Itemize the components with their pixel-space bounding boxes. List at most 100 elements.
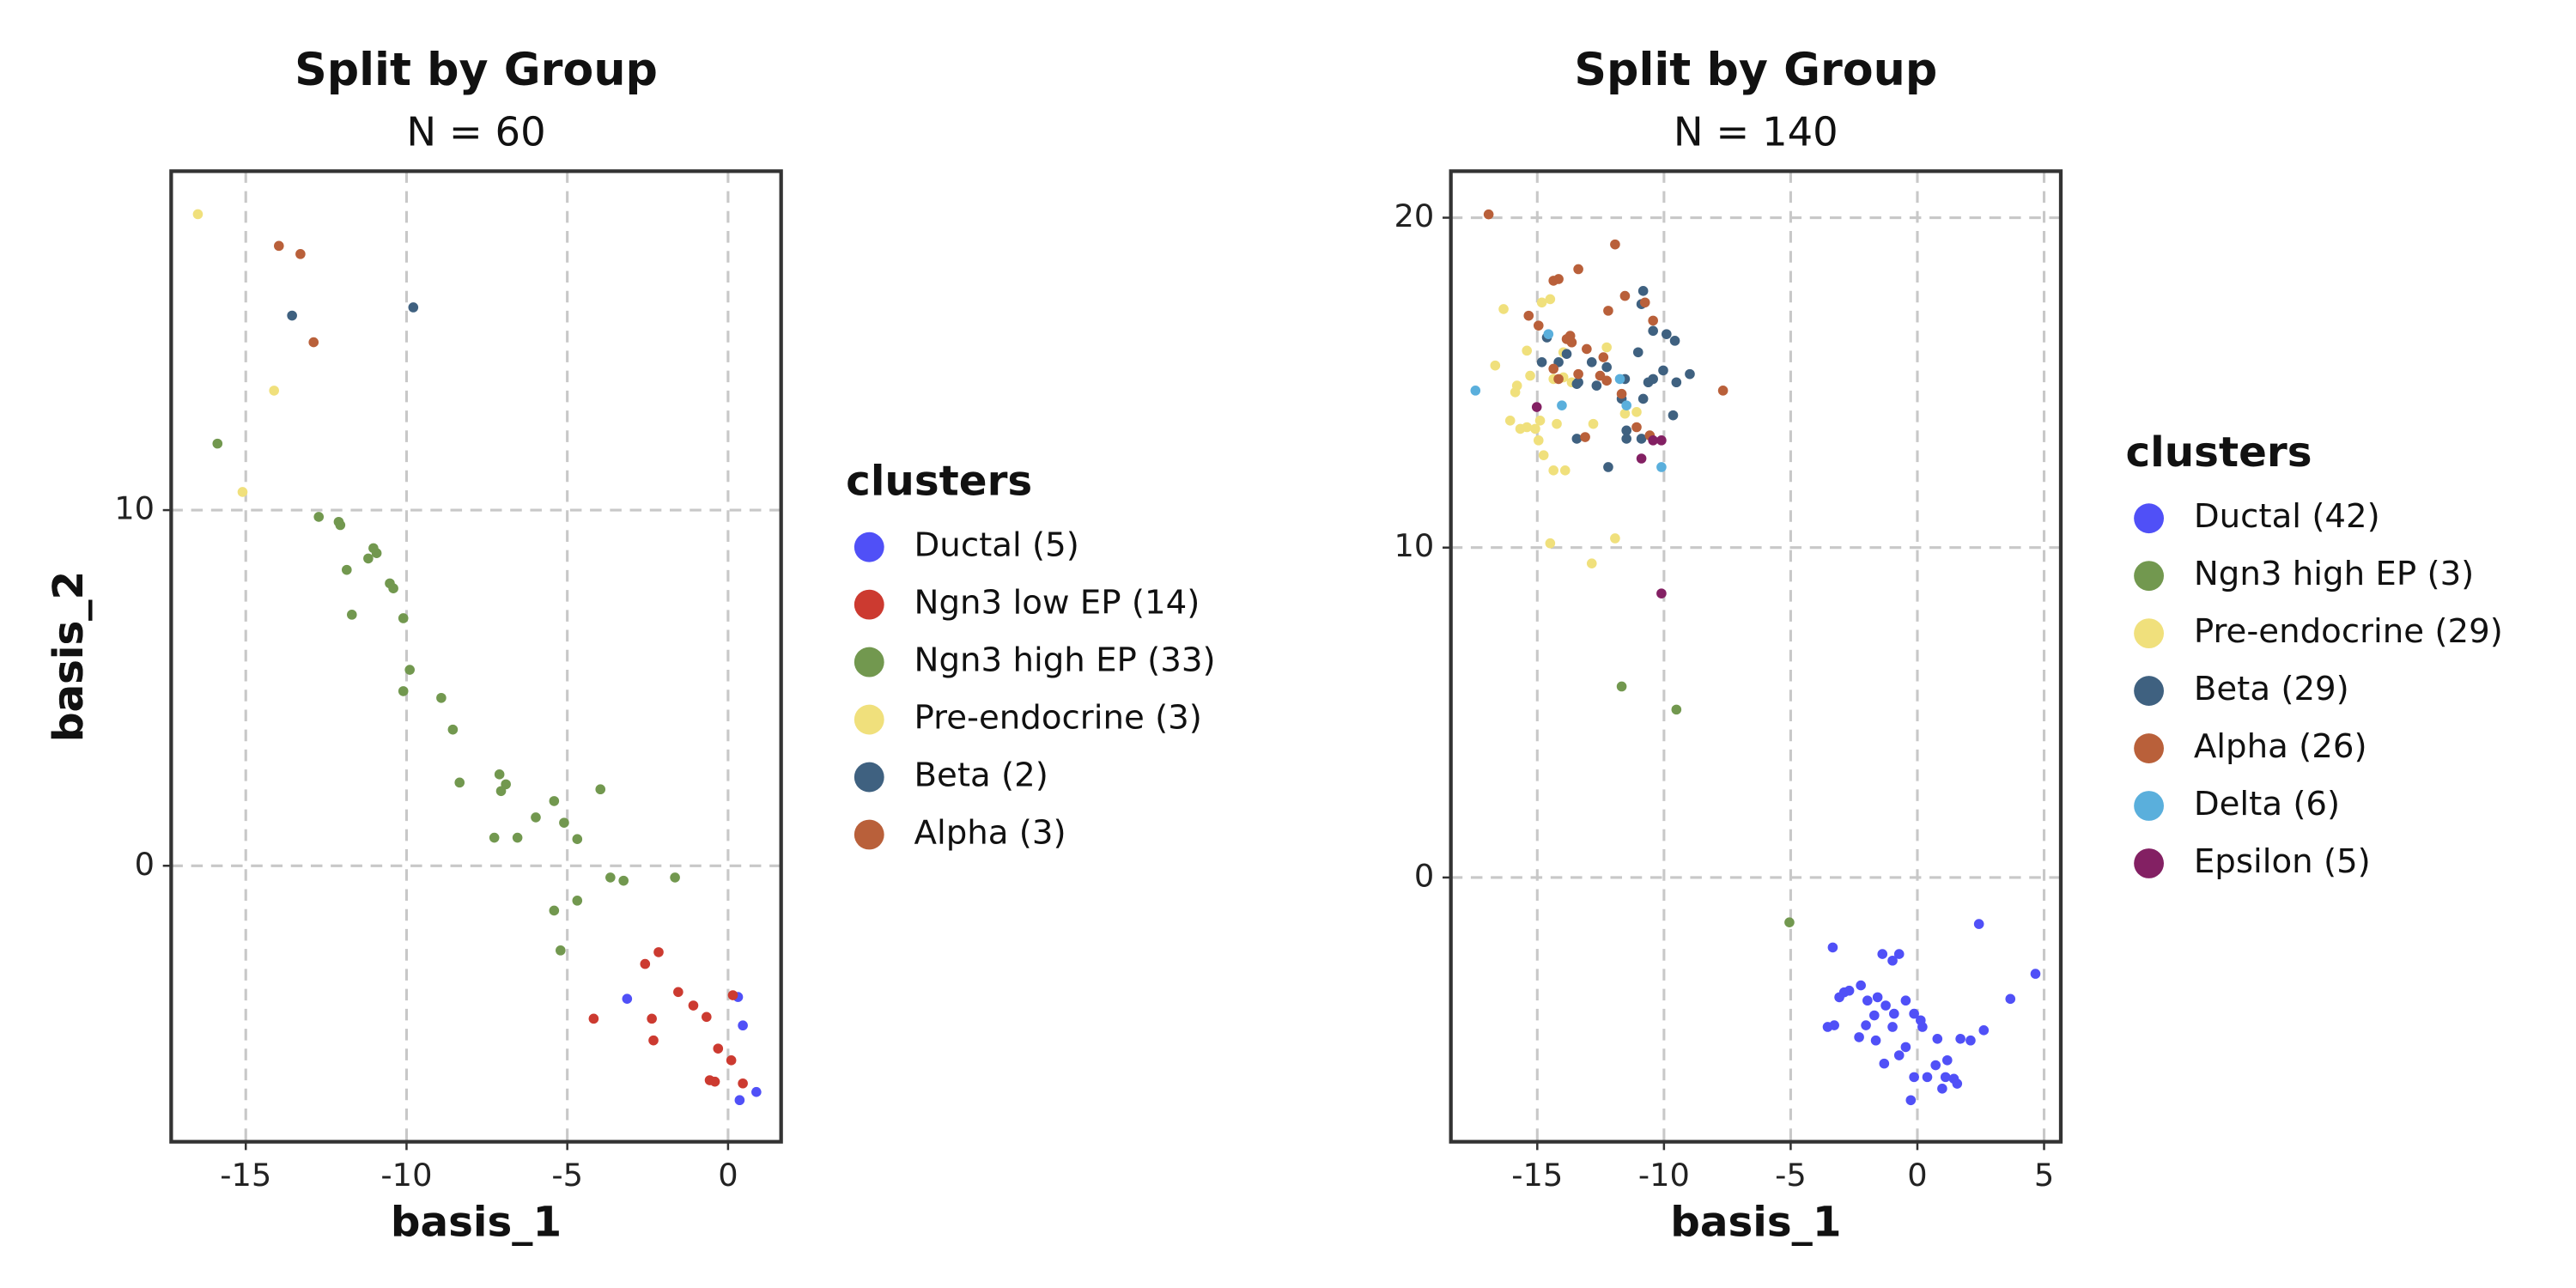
legend-label: Ductal (5) [914,526,1079,565]
point [1671,377,1682,388]
point [727,990,738,1000]
point [1880,1000,1891,1011]
point [738,1078,748,1089]
point [1658,365,1668,376]
legend-label: Alpha (26) [2194,727,2367,766]
point [1656,588,1667,598]
point [341,564,352,575]
point [1952,1078,1963,1089]
legend-swatch [2134,733,2164,763]
x-tick-label: -15 [220,1157,271,1194]
point [1552,418,1562,429]
legend-swatch [2134,618,2164,649]
point [1621,425,1631,436]
point [1648,374,1658,385]
point [1784,917,1795,927]
x-tick-label: 0 [718,1157,738,1194]
point [2030,969,2041,979]
point [1610,239,1620,250]
legend-swatch [2134,848,2164,878]
legend-label: Epsilon (5) [2194,842,2371,881]
legend-label: Delta (6) [2194,785,2340,823]
point [1571,434,1583,444]
point [1844,985,1855,996]
point [1523,310,1534,321]
point [1571,379,1583,389]
point [1561,349,1572,360]
point [1533,320,1544,331]
y-tick-label: 0 [1414,857,1434,894]
point [673,987,683,998]
point [398,613,409,623]
point [1917,1022,1928,1032]
point [1536,357,1547,368]
point [1941,1054,1953,1066]
point [494,769,505,780]
point [1829,1020,1839,1030]
point [1930,1060,1941,1071]
point [1619,290,1631,301]
chart-title: Split by Group [1574,45,1937,96]
point [1621,400,1631,410]
point [1498,304,1509,314]
point [1877,949,1888,959]
point [1525,370,1535,381]
legend-swatch [854,762,884,793]
point [1621,434,1631,444]
point [653,947,664,957]
point [1536,297,1547,308]
point [447,724,459,735]
point [1545,294,1556,305]
point [556,945,566,956]
point [408,302,419,313]
point [1887,955,1898,966]
point [1610,533,1620,544]
x-tick-label: -10 [1638,1157,1690,1194]
point [1637,286,1649,296]
point [531,812,541,823]
point [1656,435,1667,446]
point [1586,558,1597,568]
point [588,1013,599,1024]
point [1648,435,1658,446]
point [713,1043,724,1054]
x-tick-label: -5 [551,1157,583,1194]
point [1601,375,1612,386]
point [1545,538,1556,549]
point [1601,342,1612,353]
point [1870,1035,1881,1046]
point [1662,329,1672,339]
point [1827,942,1838,953]
legend-label: Ngn3 low EP (14) [914,584,1200,623]
point [726,1055,737,1066]
point [1522,422,1533,433]
x-tick-label: 5 [2034,1157,2054,1194]
y-tick-label: 10 [1394,527,1435,564]
x-axis-label: basis_1 [391,1198,562,1246]
point [1940,1072,1951,1083]
point [1636,453,1647,464]
point [1909,1072,1919,1083]
point [1905,1095,1917,1106]
point [1504,416,1516,426]
panel: Split by Group N = 60 -15 -10 -5 0 0 10 basis_1 b… [45,45,1215,1246]
point [212,438,223,449]
point [640,958,651,969]
point [1955,1034,1965,1044]
x-tick-label: 0 [1907,1157,1927,1194]
point [549,796,560,806]
point [738,1020,748,1031]
point [1533,435,1544,446]
point [1631,407,1642,417]
point [572,896,583,906]
point [1932,1034,1943,1044]
point [1553,274,1564,284]
point [1566,337,1577,348]
legend-label: Pre-endocrine (29) [2194,612,2503,651]
point [1603,306,1613,316]
point [1922,1072,1933,1083]
point [1868,1010,1880,1021]
point [2005,993,2016,1005]
point [1856,980,1866,991]
